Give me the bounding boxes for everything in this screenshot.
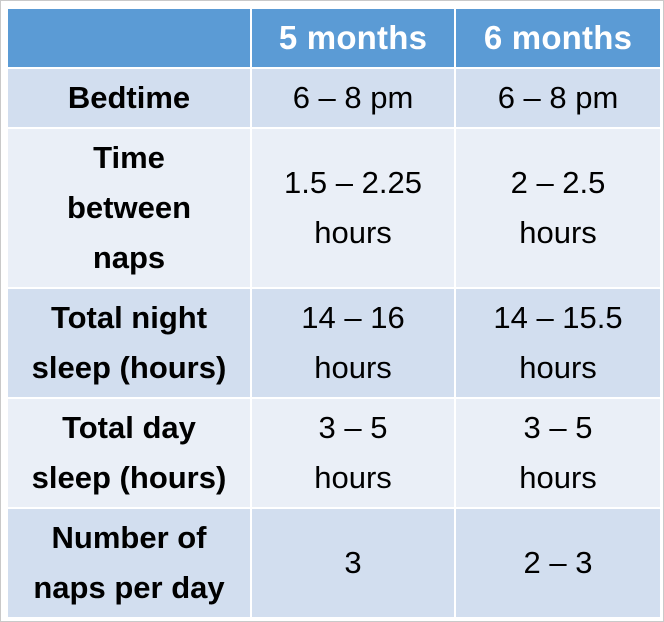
- cell-line: 2 – 2.5: [510, 165, 606, 200]
- row-label-line: Time: [93, 140, 165, 175]
- cell-line: 3 – 5: [318, 410, 388, 445]
- header-5-months: 5 months: [250, 7, 456, 69]
- cell-total-night-sleep-5-months: 14 – 16 hours: [250, 287, 456, 399]
- row-label-total-day-sleep: Total day sleep (hours): [6, 397, 252, 509]
- table-header-row: 5 months 6 months: [6, 7, 662, 69]
- cell-bedtime-5-months: 6 – 8 pm: [250, 67, 456, 129]
- cell-line: 6 – 8 pm: [497, 80, 619, 115]
- row-label-line: sleep (hours): [31, 350, 227, 385]
- row-label-number-of-naps: Number of naps per day: [6, 507, 252, 619]
- cell-line: hours: [519, 460, 597, 495]
- header-corner-cell: [6, 7, 252, 69]
- cell-line: hours: [519, 350, 597, 385]
- cell-number-of-naps-5-months: 3: [250, 507, 456, 619]
- sleep-schedule-table: 5 months 6 months Bedtime 6 – 8 pm 6 – 8…: [6, 7, 662, 619]
- cell-line: hours: [314, 215, 392, 250]
- header-6-months: 6 months: [454, 7, 662, 69]
- cell-total-day-sleep-6-months: 3 – 5 hours: [454, 397, 662, 509]
- table-row-bedtime: Bedtime 6 – 8 pm 6 – 8 pm: [6, 67, 662, 129]
- cell-bedtime-6-months: 6 – 8 pm: [454, 67, 662, 129]
- cell-line: 3: [344, 545, 362, 580]
- cell-line: hours: [314, 350, 392, 385]
- cell-time-between-naps-6-months: 2 – 2.5 hours: [454, 127, 662, 289]
- row-label-line: sleep (hours): [31, 460, 227, 495]
- table-row-total-day-sleep: Total day sleep (hours) 3 – 5 hours 3 – …: [6, 397, 662, 509]
- row-label-total-night-sleep: Total night sleep (hours): [6, 287, 252, 399]
- table-row-number-of-naps: Number of naps per day 3 2 – 3: [6, 507, 662, 619]
- row-label-line: between: [66, 190, 192, 225]
- table-row-time-between-naps: Time between naps 1.5 – 2.25 hours 2 – 2…: [6, 127, 662, 289]
- cell-line: 14 – 16: [301, 300, 405, 335]
- row-label-line: Bedtime: [67, 80, 191, 115]
- cell-number-of-naps-6-months: 2 – 3: [454, 507, 662, 619]
- row-label-line: Number of: [51, 520, 207, 555]
- cell-line: 14 – 15.5: [493, 300, 623, 335]
- cell-line: hours: [519, 215, 597, 250]
- cell-line: 1.5 – 2.25: [284, 165, 422, 200]
- row-label-line: naps: [92, 240, 166, 275]
- row-label-line: Total night: [50, 300, 208, 335]
- row-label-line: naps per day: [33, 570, 225, 605]
- cell-line: 3 – 5: [523, 410, 593, 445]
- cell-total-night-sleep-6-months: 14 – 15.5 hours: [454, 287, 662, 399]
- cell-line: 6 – 8 pm: [292, 80, 414, 115]
- cell-line: 2 – 3: [523, 545, 593, 580]
- row-label-bedtime: Bedtime: [6, 67, 252, 129]
- cell-line: hours: [314, 460, 392, 495]
- table-row-total-night-sleep: Total night sleep (hours) 14 – 16 hours …: [6, 287, 662, 399]
- row-label-line: Total day: [62, 410, 196, 445]
- cell-total-day-sleep-5-months: 3 – 5 hours: [250, 397, 456, 509]
- cell-time-between-naps-5-months: 1.5 – 2.25 hours: [250, 127, 456, 289]
- row-label-time-between-naps: Time between naps: [6, 127, 252, 289]
